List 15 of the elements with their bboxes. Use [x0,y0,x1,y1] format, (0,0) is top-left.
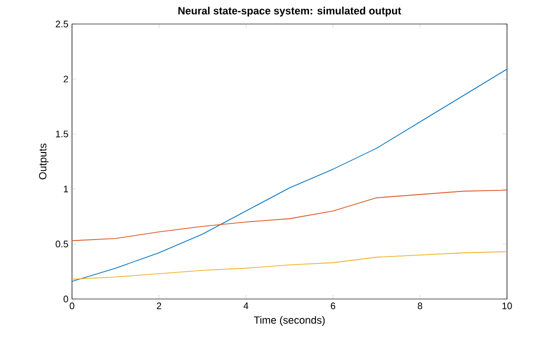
x-tick-label: 10 [502,302,512,310]
y-axis-title: Outputs [39,144,48,180]
x-tick-label: 8 [418,302,422,310]
x-tick-label: 4 [244,302,248,310]
y-tick-label: 2.5 [56,20,68,28]
x-tick-label: 6 [330,302,336,310]
y-tick-label: 0.5 [56,240,68,248]
y-tick-label: 2 [64,76,68,82]
chart-title: Neural state-space system: simulated output [178,6,402,17]
y-tick-label: 1 [64,186,68,192]
x-tick-label: 0 [70,302,74,310]
x-tick-label: 2 [156,302,162,310]
x-axis-title: Time (seconds) [254,316,325,326]
y-tick-label: 1.5 [56,130,68,138]
y-tick-label: 0 [64,296,68,302]
